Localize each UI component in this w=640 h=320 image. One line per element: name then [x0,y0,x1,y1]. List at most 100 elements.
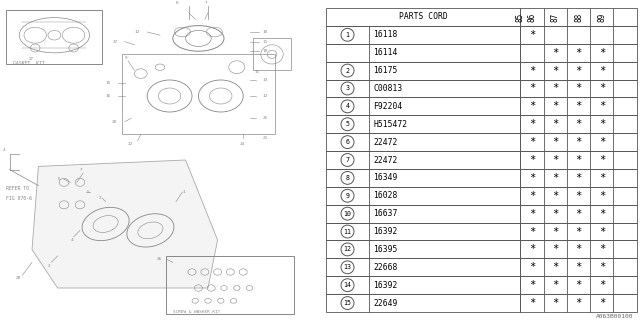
Text: *: * [552,298,559,308]
Text: *: * [575,173,582,183]
Text: *: * [575,119,582,129]
Bar [326,294,637,312]
Text: *: * [552,244,559,254]
Text: 22472: 22472 [373,138,397,147]
Text: *: * [552,155,559,165]
Bar [326,97,637,115]
Text: A063B00100: A063B00100 [596,314,634,319]
Text: 5: 5 [346,121,349,127]
Text: 6: 6 [346,139,349,145]
Text: 16: 16 [106,94,111,98]
Text: 16114: 16114 [373,48,397,57]
Text: *: * [599,298,605,308]
Text: *: * [575,155,582,165]
Text: 11: 11 [344,228,351,235]
Text: *: * [529,84,535,93]
Text: 22: 22 [128,142,133,146]
Text: 16118: 16118 [373,30,397,39]
Text: *: * [529,137,535,147]
Text: *: * [599,209,605,219]
Text: *: * [599,155,605,165]
Text: 18: 18 [262,49,268,53]
Text: 4: 4 [346,103,349,109]
Text: *: * [529,298,535,308]
Text: 20: 20 [112,120,117,124]
Text: REFER TO: REFER TO [6,186,29,191]
Text: PARTS CORD: PARTS CORD [399,12,448,21]
Text: *: * [552,191,559,201]
Text: 21: 21 [262,136,268,140]
Text: H515472: H515472 [373,120,408,129]
Text: *: * [575,244,582,254]
Bar [326,133,637,151]
Text: *: * [529,227,535,236]
Text: *: * [529,101,535,111]
Text: *: * [529,155,535,165]
Text: 16028: 16028 [373,191,397,200]
Bar [326,240,637,258]
Text: *: * [552,227,559,236]
Text: *: * [529,66,535,76]
Text: *: * [529,191,535,201]
Text: 89: 89 [597,12,606,21]
Text: 27: 27 [29,57,34,61]
Text: C00813: C00813 [373,84,403,93]
Bar [122,54,275,134]
Text: 1: 1 [346,32,349,38]
Text: 10: 10 [262,30,268,34]
Text: *: * [552,262,559,272]
Bar [326,223,637,240]
Text: *: * [552,119,559,129]
Bar [326,115,637,133]
Bar [326,44,637,62]
Bar [6,10,102,64]
Text: 85: 85 [516,12,525,21]
Text: 86: 86 [527,12,536,21]
Text: 16395: 16395 [373,245,397,254]
Text: *: * [575,84,582,93]
Text: 22472: 22472 [373,156,397,164]
Bar [253,38,291,70]
Bar [326,169,637,187]
Text: *: * [575,209,582,219]
Text: 4: 4 [3,148,6,152]
Text: *: * [599,173,605,183]
Text: *: * [575,137,582,147]
Text: 16392: 16392 [373,227,397,236]
Text: 22649: 22649 [373,299,397,308]
Text: *: * [529,262,535,272]
Text: 12: 12 [262,94,268,98]
Text: 3: 3 [99,196,102,200]
Text: 15: 15 [255,70,259,74]
Text: *: * [575,298,582,308]
Text: 2: 2 [346,68,349,74]
Text: 16175: 16175 [373,66,397,75]
Text: *: * [599,227,605,236]
Text: 7: 7 [205,1,207,5]
Text: 9: 9 [346,193,349,199]
Text: *: * [552,101,559,111]
Text: 4: 4 [70,238,73,242]
Bar [326,187,637,205]
Text: FIG 070-6: FIG 070-6 [6,196,32,201]
Bar [326,62,637,80]
Text: *: * [529,209,535,219]
Text: 7: 7 [80,168,83,172]
Text: 28: 28 [16,276,21,280]
Bar [326,26,637,44]
Text: *: * [599,280,605,290]
Text: 5: 5 [86,190,89,194]
Text: *: * [552,173,559,183]
Text: 16392: 16392 [373,281,397,290]
Text: *: * [529,280,535,290]
Text: 26: 26 [157,257,162,261]
Text: 25: 25 [262,116,268,120]
Text: F92204: F92204 [373,102,403,111]
Text: *: * [529,119,535,129]
Text: *: * [575,262,582,272]
Text: *: * [575,101,582,111]
Text: *: * [552,137,559,147]
Text: 13: 13 [344,264,351,270]
Text: *: * [599,84,605,93]
Text: 13: 13 [262,78,268,82]
